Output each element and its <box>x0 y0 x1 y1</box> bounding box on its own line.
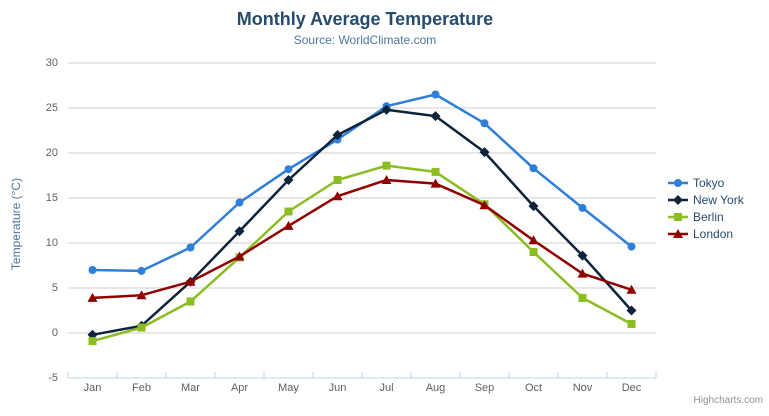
data-point-new-york-jul[interactable] <box>381 104 392 115</box>
legend-item-new-york[interactable]: New York <box>668 192 744 208</box>
data-point-berlin-dec[interactable] <box>627 320 636 328</box>
x-axis-label-oct: Oct <box>524 382 543 394</box>
data-point-london-jul[interactable] <box>381 175 392 184</box>
data-point-tokyo-sep[interactable] <box>480 119 489 128</box>
x-axis-label-sep: Sep <box>474 382 495 394</box>
data-point-berlin-jul[interactable] <box>382 161 391 170</box>
y-axis-label: 10 <box>45 237 58 249</box>
data-point-tokyo-apr[interactable] <box>235 198 244 207</box>
data-point-new-york-nov[interactable] <box>577 250 588 261</box>
legend-marker-triangle-icon <box>668 229 688 238</box>
x-axis-label-aug: Aug <box>425 382 446 394</box>
x-axis-label-jul: Jul <box>379 382 394 394</box>
y-axis-label: 15 <box>45 192 58 204</box>
data-point-tokyo-jan[interactable] <box>88 266 97 274</box>
data-point-new-york-oct[interactable] <box>528 201 539 212</box>
y-axis-label: 25 <box>45 102 58 114</box>
data-point-tokyo-aug[interactable] <box>431 90 440 99</box>
data-point-berlin-aug[interactable] <box>431 167 440 176</box>
data-point-tokyo-may[interactable] <box>284 165 293 174</box>
data-point-new-york-may[interactable] <box>283 175 294 185</box>
data-point-new-york-apr[interactable] <box>234 226 245 237</box>
data-point-london-oct[interactable] <box>528 235 539 245</box>
highcharts-credit-link[interactable]: Highcharts.com <box>693 395 763 406</box>
x-axis-label-apr: Apr <box>230 382 249 394</box>
data-point-tokyo-nov[interactable] <box>578 203 587 212</box>
data-point-london-sep[interactable] <box>479 200 490 210</box>
chart-title: Monthly Average Temperature <box>236 9 494 29</box>
data-point-berlin-mar[interactable] <box>186 297 195 306</box>
series-london-line[interactable] <box>91 178 633 300</box>
data-point-berlin-nov[interactable] <box>578 293 587 302</box>
y-axis-label: 30 <box>45 57 58 69</box>
legend-marker-square-icon <box>668 213 688 221</box>
x-axis-label-jan: Jan <box>83 382 102 394</box>
series-new-york <box>87 104 637 340</box>
plot-area <box>67 62 657 379</box>
x-axis-label-jun: Jun <box>328 382 347 394</box>
data-point-new-york-jun[interactable] <box>332 130 343 140</box>
legend-marker-diamond-icon <box>668 195 688 205</box>
data-point-london-may[interactable] <box>283 220 294 230</box>
series-tokyo <box>88 90 636 275</box>
data-point-tokyo-feb[interactable] <box>137 266 146 275</box>
legend-label: London <box>693 227 734 241</box>
data-point-london-apr[interactable] <box>234 251 245 261</box>
data-point-berlin-oct[interactable] <box>529 248 538 256</box>
legend-item-berlin[interactable]: Berlin <box>668 209 744 225</box>
data-point-tokyo-dec[interactable] <box>627 242 636 251</box>
legend-label: Berlin <box>693 210 724 224</box>
legend-marker-circle-icon <box>668 179 688 187</box>
data-point-new-york-dec[interactable] <box>626 305 637 316</box>
series-berlin <box>88 161 636 346</box>
data-point-tokyo-mar[interactable] <box>186 243 195 252</box>
y-axis-label: 5 <box>51 282 58 294</box>
series-tokyo-line[interactable] <box>91 93 633 273</box>
data-point-london-aug[interactable] <box>430 178 441 188</box>
export-context-menu-button[interactable] <box>730 18 754 40</box>
series-berlin-line[interactable] <box>91 164 633 343</box>
data-point-new-york-sep[interactable] <box>479 147 490 158</box>
data-point-berlin-may[interactable] <box>284 207 293 216</box>
x-axis-label-feb: Feb <box>132 382 151 394</box>
y-axis-label: -5 <box>48 372 58 384</box>
x-axis-label-dec: Dec <box>621 382 642 394</box>
legend: Tokyo New York Berlin London <box>668 175 744 243</box>
x-axis-label-mar: Mar <box>181 382 200 394</box>
data-point-berlin-jun[interactable] <box>333 176 342 184</box>
legend-label: Tokyo <box>693 176 725 190</box>
series-london <box>87 175 637 302</box>
x-axis-label-may: May <box>278 382 299 394</box>
data-point-london-nov[interactable] <box>577 268 588 278</box>
legend-item-london[interactable]: London <box>668 226 744 242</box>
legend-item-tokyo[interactable]: Tokyo <box>668 175 744 191</box>
y-axis-label: 0 <box>51 327 58 339</box>
series-new-york-line[interactable] <box>91 108 633 337</box>
data-point-london-jan[interactable] <box>87 292 98 302</box>
legend-label: New York <box>693 193 744 207</box>
data-point-london-feb[interactable] <box>136 290 147 300</box>
data-point-tokyo-oct[interactable] <box>529 164 538 173</box>
data-point-berlin-jan[interactable] <box>88 337 97 346</box>
data-point-london-mar[interactable] <box>185 276 196 286</box>
y-axis-label: 20 <box>45 147 58 159</box>
data-point-new-york-aug[interactable] <box>430 111 441 122</box>
data-point-london-dec[interactable] <box>626 284 637 294</box>
chart-subtitle: Source: WorldClimate.com <box>293 33 437 47</box>
data-point-london-jun[interactable] <box>332 191 343 201</box>
data-point-berlin-feb[interactable] <box>137 323 146 332</box>
x-axis-label-nov: Nov <box>572 382 593 394</box>
